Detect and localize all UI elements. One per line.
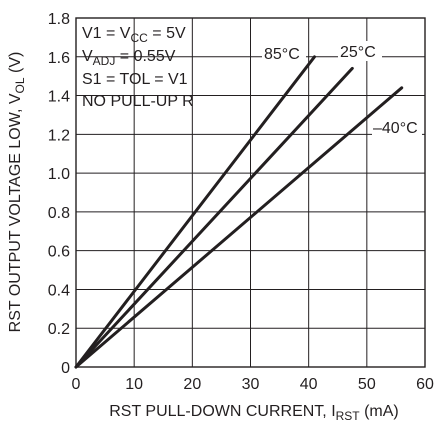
x-tick-labels: 0 10 20 30 40 50 60 [72,376,434,393]
y-tick-label: 0.2 [48,321,70,338]
x-tick-label: 20 [183,376,201,393]
condition-line-1: V1 = VCC = 5V [82,25,186,45]
condition-line-4: NO PULL-UP R [82,93,194,110]
conditions-legend: V1 = VCC = 5V VADJ = 0.55V S1 = TOL = V1… [82,25,194,110]
y-tick-label: 1.8 [48,11,70,28]
x-tick-label: 30 [242,376,260,393]
series-labels: 85°C 25°C –40°C [262,41,422,137]
series-label-m40c: –40°C [373,120,418,137]
y-tick-label: 1.4 [48,89,70,106]
y-tick-label: 0.8 [48,205,70,222]
y-tick-label: 1.2 [48,127,70,144]
x-tick-label: 10 [125,376,143,393]
series-line-0 [74,55,316,369]
x-tick-label: 40 [300,376,318,393]
x-axis-title: RST PULL-DOWN CURRENT, IRST (mA) [109,403,399,423]
series-label-85c: 85°C [264,46,300,63]
x-tick-label: 0 [72,376,81,393]
series-label-25c: 25°C [340,44,376,61]
series-label-bg-25 [338,41,382,61]
x-tick-label: 60 [416,376,434,393]
series-label-bg-m40 [372,117,422,137]
y-tick-label: 1.0 [48,166,70,183]
y-tick-label: 1.6 [48,50,70,67]
y-tick-label: 0.6 [48,244,70,261]
y-tick-label: 0 [61,360,70,377]
x-tick-label: 50 [358,376,376,393]
y-tick-label: 0.4 [48,282,70,299]
series-line-2 [74,86,404,369]
condition-line-2: VADJ = 0.55V [82,48,176,68]
plot-frame [75,17,426,368]
y-axis-title: RST OUTPUT VOLTAGE LOW, VOL (V) [7,52,27,333]
series-label-bg-85 [262,43,306,63]
series-line-1 [74,66,354,369]
condition-line-3: S1 = TOL = V1 [82,71,188,88]
series-layer [74,55,404,369]
y-tick-labels: 0 0.2 0.4 0.6 0.8 1.0 1.2 1.4 1.6 1.8 [48,11,70,377]
